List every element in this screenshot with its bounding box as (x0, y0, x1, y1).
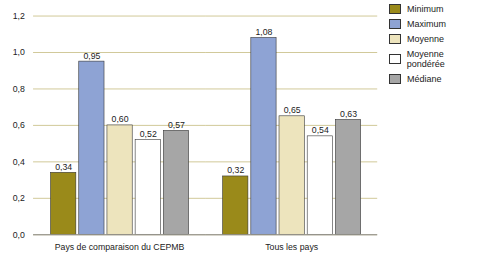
svg-text:0,95: 0,95 (83, 51, 100, 61)
html-text:Moyenne: Moyenne (407, 34, 445, 44)
html-text:Minimum: Minimum (407, 4, 444, 14)
svg-text:0,54: 0,54 (312, 125, 329, 135)
svg-text:0,57: 0,57 (168, 120, 185, 130)
svg-text:0,4: 0,4 (13, 157, 25, 167)
html-text:Maximum: Maximum (407, 19, 447, 29)
svg-text:1,2: 1,2 (13, 11, 25, 21)
svg-text:1,08: 1,08 (255, 27, 272, 37)
svg-text:0,32: 0,32 (227, 165, 244, 175)
svg-text:Tous les pays: Tous les pays (265, 242, 319, 252)
svg-text:0,2: 0,2 (13, 193, 25, 203)
svg-text:0,6: 0,6 (13, 120, 25, 130)
svg-text:0,60: 0,60 (112, 114, 129, 124)
svg-text:0,52: 0,52 (140, 129, 157, 139)
html-text:Médiane: Médiane (407, 74, 442, 84)
svg-text:0,65: 0,65 (284, 105, 301, 115)
svg-text:1,0: 1,0 (13, 47, 25, 57)
svg-text:0,0: 0,0 (13, 230, 25, 240)
svg-text:Pays de comparaison du CEPMB: Pays de comparaison du CEPMB (55, 242, 185, 252)
svg-text:0,8: 0,8 (13, 84, 25, 94)
svg-text:0,34: 0,34 (55, 162, 72, 172)
svg-text:0,63: 0,63 (340, 109, 357, 119)
html-text:Moyenne pondérée: Moyenne pondérée (406, 49, 445, 69)
